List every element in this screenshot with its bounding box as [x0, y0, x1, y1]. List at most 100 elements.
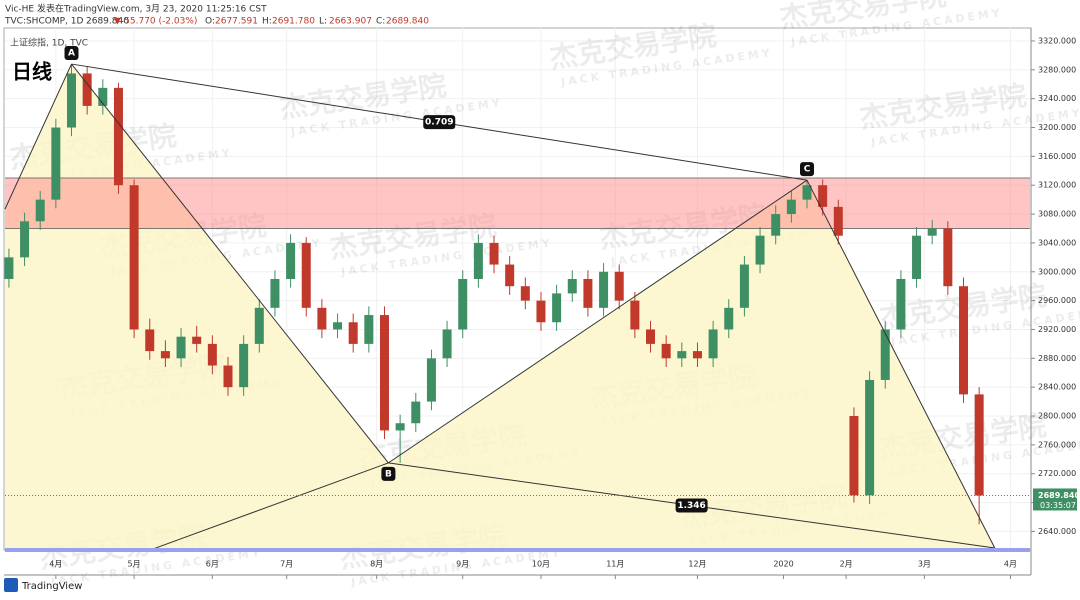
- candle-body: [802, 185, 812, 200]
- ohlc-key: H:: [262, 17, 272, 27]
- candle-body: [176, 336, 186, 359]
- ohlc-value: 2677.591: [215, 17, 258, 27]
- candle-body: [67, 73, 77, 128]
- point-label: A: [68, 49, 75, 59]
- pattern-line: [388, 179, 808, 464]
- y-tick-label: 2880.000: [1038, 354, 1076, 363]
- ohlc-key: C:: [376, 17, 385, 27]
- candle-body: [160, 351, 170, 359]
- ratio-label-box: [675, 498, 708, 513]
- candle-body: [912, 235, 922, 279]
- ohlc-value: 2689.840: [386, 17, 429, 27]
- candle-body: [536, 300, 546, 323]
- header-symbol: TVC:SHCOMP, 1D: [4, 17, 83, 27]
- candle-body: [473, 242, 483, 279]
- x-tick-label: 12月: [688, 560, 706, 569]
- candle-body: [692, 351, 702, 359]
- y-tick-label: 2720.000: [1038, 469, 1076, 478]
- x-tick-label: 10月: [532, 560, 550, 569]
- candle-body: [739, 264, 749, 308]
- y-tick-label: 3000.000: [1038, 267, 1076, 276]
- candle-body: [348, 322, 358, 344]
- candle-body: [207, 343, 217, 366]
- y-tick-label: 2760.000: [1038, 440, 1076, 449]
- candle-body: [301, 242, 311, 308]
- resistance-zone: [5, 178, 1030, 229]
- candle-body: [192, 336, 202, 344]
- candle-body: [223, 365, 233, 388]
- candle-body: [599, 271, 609, 308]
- y-tick-label: 3240.000: [1038, 94, 1076, 103]
- candle-body: [333, 322, 343, 330]
- x-tick-label: 2020: [773, 560, 793, 569]
- candle-body: [458, 278, 468, 330]
- y-tick-label: 3040.000: [1038, 238, 1076, 247]
- point-label-box: [381, 466, 396, 481]
- point-label: C: [804, 165, 811, 175]
- candle-body: [646, 329, 656, 344]
- candle-body: [489, 242, 499, 265]
- candle-body: [849, 416, 859, 496]
- candle-body: [129, 185, 139, 330]
- pattern-line: [806, 179, 996, 549]
- point-label-box: [800, 162, 815, 177]
- pattern-line: [71, 63, 389, 464]
- ohlc-value: 2663.907: [329, 17, 372, 27]
- candle-body: [583, 278, 593, 308]
- ratio-label: 1.346: [677, 501, 705, 511]
- candle-body: [98, 87, 108, 106]
- candle-body: [364, 315, 374, 344]
- candle-body: [113, 87, 123, 186]
- candle-body: [239, 343, 249, 388]
- candle-body: [145, 329, 155, 352]
- candle-body: [520, 286, 530, 301]
- ratio-label: 0.709: [425, 118, 453, 128]
- ohlc-value: 2691.780: [272, 17, 315, 27]
- x-tick-label: 5月: [128, 560, 141, 569]
- candle-body: [51, 127, 61, 200]
- candle-body: [20, 221, 30, 258]
- candle-body: [958, 286, 968, 395]
- legend: 上证综指, 1D, TVC: [10, 37, 88, 49]
- candle-body: [411, 401, 421, 424]
- header-ohlc: O: 2677.591 H: 2691.780 L: 2663.907 C: 2689.840: [205, 17, 429, 27]
- ohlc-key: L:: [319, 17, 327, 27]
- x-tick-label: 11月: [606, 560, 624, 569]
- y-tick-label: 3200.000: [1038, 123, 1076, 132]
- candle-body: [833, 206, 843, 236]
- candle-body: [82, 73, 92, 106]
- y-tick-label: 2800.000: [1038, 412, 1076, 421]
- candle-body: [677, 351, 687, 359]
- candle-body: [442, 329, 452, 359]
- ohlc-key: O:: [205, 17, 215, 27]
- candle-body: [896, 278, 906, 330]
- candle-body: [786, 199, 796, 215]
- x-tick-label: 4月: [49, 560, 62, 569]
- candle-body: [974, 394, 984, 496]
- last-price-box: [1033, 488, 1077, 511]
- chart-title: 日线: [12, 60, 52, 84]
- candle-body: [4, 257, 14, 279]
- y-tick-label: 3160.000: [1038, 152, 1076, 161]
- pattern-line: [149, 462, 389, 551]
- candle-body: [567, 278, 577, 294]
- candle-body: [755, 235, 765, 265]
- y-tick-label: 2920.000: [1038, 325, 1076, 334]
- y-tick-label: 3120.000: [1038, 181, 1076, 190]
- x-tick-label: 9月: [456, 560, 469, 569]
- candle-body: [426, 358, 436, 402]
- candle-body: [708, 329, 718, 359]
- candle-body: [724, 307, 734, 330]
- x-tick-label: 4月: [1004, 560, 1017, 569]
- x-tick-label: 3月: [918, 560, 931, 569]
- x-tick-label: 8月: [370, 560, 383, 569]
- candle-body: [317, 307, 327, 330]
- x-tick-label: 6月: [206, 560, 219, 569]
- candle-body: [943, 228, 953, 287]
- candle-body: [630, 300, 640, 330]
- footer-logo[interactable]: TradingView: [21, 581, 82, 592]
- y-tick-label: 2640.000: [1038, 527, 1076, 536]
- logo-icon: [4, 578, 18, 592]
